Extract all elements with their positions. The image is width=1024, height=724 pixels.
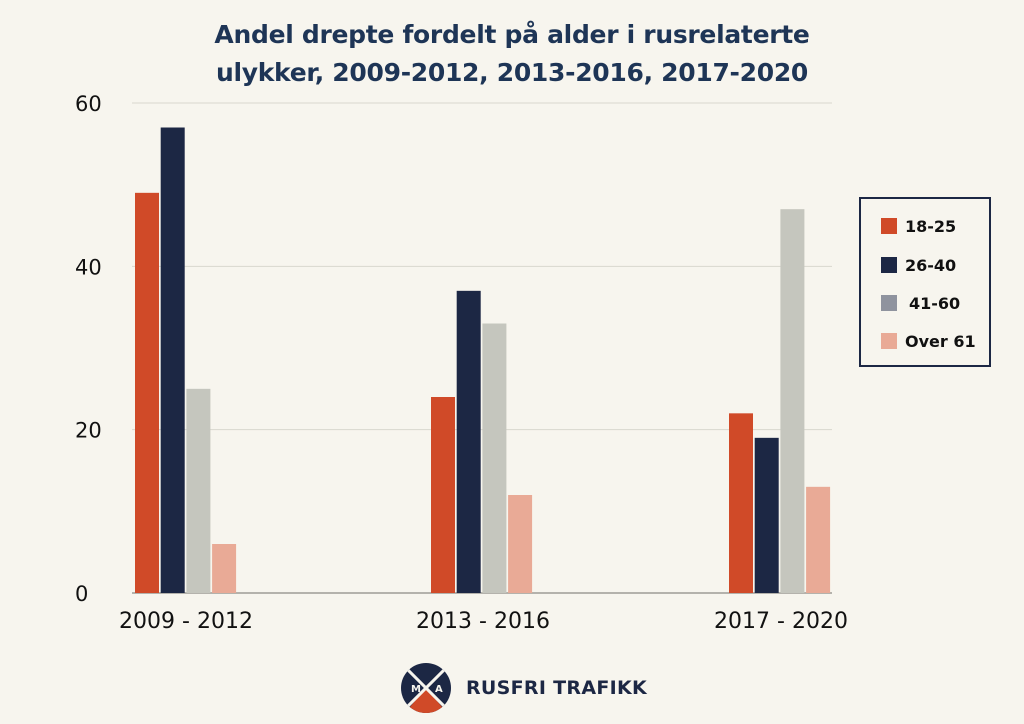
legend-swatch-over-61: [881, 333, 897, 349]
legend-item-over-61: Over 61: [881, 331, 976, 351]
legend-label-41-60: 41-60: [909, 293, 961, 313]
chart-title-line-1: Andel drepte fordelt på alder i rusrelat…: [214, 20, 810, 49]
legend-swatch-26-40: [881, 257, 897, 273]
x-tick-label-1: 2013 - 2016: [416, 609, 550, 634]
legend-label-18-25: 18-25: [905, 216, 957, 236]
legend-swatch-41-60: [881, 295, 897, 311]
chart-title: Andel drepte fordelt på alder i rusrelat…: [0, 16, 1024, 92]
brand-name: RUSFRI TRAFIKK: [466, 677, 648, 699]
bar-over-61-1: [508, 495, 533, 593]
legend-item-41-60: 41-60: [881, 293, 960, 313]
rusfri-trafikk-logo-icon: M A: [401, 663, 451, 713]
chart-title-line-2: ulykker, 2009-2012, 2013-2016, 2017-2020: [215, 58, 809, 87]
legend-item-26-40: 26-40: [881, 255, 956, 275]
bar-18-25-2: [729, 413, 753, 593]
chart-legend: 18-25 26-40 41-60 Over 61: [859, 197, 991, 367]
bar-18-25-1: [431, 397, 455, 593]
bar-26-40-2: [754, 437, 779, 593]
bar-41-60-2: [780, 209, 805, 593]
y-tick-label-0: 0: [75, 582, 88, 606]
legend-item-18-25: 18-25: [881, 216, 956, 236]
bar-41-60-1: [482, 323, 507, 593]
bar-over-61-2: [806, 486, 831, 593]
logo-letter-a: A: [435, 684, 443, 695]
logo-letter-m: M: [411, 684, 421, 695]
y-tick-label-60: 60: [75, 92, 102, 116]
footer-brand: M A RUSFRI TRAFIKK: [400, 660, 647, 716]
y-tick-label-20: 20: [75, 419, 102, 443]
bar-over-61-0: [212, 544, 237, 593]
y-tick-label-40: 40: [75, 255, 102, 279]
bar-26-40-1: [456, 290, 481, 593]
x-tick-label-0: 2009 - 2012: [119, 609, 253, 634]
legend-swatch-18-25: [881, 218, 897, 234]
bar-18-25-0: [135, 192, 159, 594]
legend-label-over-61: Over 61: [905, 331, 976, 351]
bar-41-60-0: [186, 388, 211, 593]
legend-label-26-40: 26-40: [905, 255, 957, 275]
x-tick-label-2: 2017 - 2020: [714, 609, 848, 634]
bar-26-40-0: [160, 127, 185, 593]
